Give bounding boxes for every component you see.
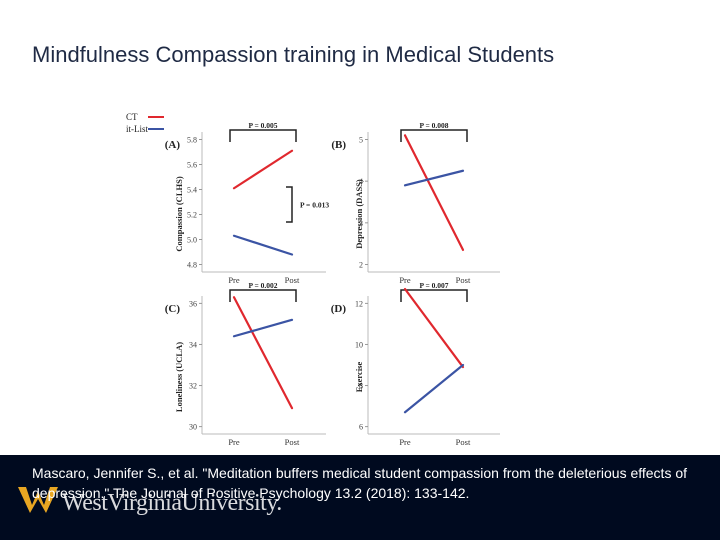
slide-title: Mindfulness Compassion training in Medic… bbox=[32, 42, 555, 67]
y-tick-label: 34 bbox=[189, 340, 197, 349]
p-value-annotation: P = 0.005 bbox=[248, 121, 277, 130]
x-tick-label: Pre bbox=[228, 437, 240, 447]
significance-bracket bbox=[229, 289, 297, 302]
x-tick-label: Post bbox=[285, 275, 300, 285]
y-tick-label: 36 bbox=[189, 299, 197, 308]
y-tick-label: 8 bbox=[359, 382, 363, 391]
y-tick-label: 32 bbox=[189, 382, 197, 391]
y-axis-label: Loneliness (UCLA) bbox=[174, 342, 184, 412]
legend-label: CT bbox=[126, 112, 138, 122]
y-tick-label: 12 bbox=[355, 299, 363, 308]
significance-bracket-between bbox=[286, 186, 293, 223]
y-axis-label: Depression (DASS) bbox=[354, 179, 364, 249]
figure-panels: CT it-List 4.8 5.0 5.2 5.4 5.6 5.8 Pre Post Compas… bbox=[118, 108, 502, 448]
p-value-annotation: P = 0.007 bbox=[419, 281, 448, 290]
y-tick-label: 5 bbox=[359, 136, 363, 145]
y-tick-label: 2 bbox=[359, 261, 363, 270]
y-tick-label: 5.2 bbox=[187, 211, 197, 220]
x-tick-label: Pre bbox=[228, 275, 240, 285]
citation-text: Mascaro, Jennifer S., et al. "Meditation… bbox=[32, 465, 688, 501]
y-tick-label: 5.0 bbox=[187, 236, 197, 245]
p-value-annotation: P = 0.013 bbox=[300, 201, 329, 210]
y-tick-label: 3 bbox=[359, 219, 363, 228]
y-axis-label: Compassion (CLHS) bbox=[174, 176, 184, 252]
y-tick-label: 4 bbox=[359, 177, 363, 186]
y-axis-label: Exercise bbox=[354, 362, 364, 393]
y-tick-label: 6 bbox=[359, 423, 363, 432]
series-line-ct bbox=[403, 287, 465, 369]
x-tick-label: Post bbox=[285, 437, 300, 447]
x-tick-label: Post bbox=[456, 437, 471, 447]
panel-label: (B) bbox=[331, 139, 346, 151]
p-value-annotation: P = 0.002 bbox=[248, 281, 277, 290]
significance-bracket bbox=[400, 129, 468, 142]
series-line-waitlist bbox=[403, 363, 465, 414]
p-value-annotation: P = 0.008 bbox=[419, 121, 448, 130]
y-tick-label: 30 bbox=[189, 423, 197, 432]
footer-band bbox=[0, 455, 720, 540]
significance-bracket bbox=[229, 129, 297, 142]
y-tick-label: 5.4 bbox=[187, 186, 197, 195]
x-tick-label: Pre bbox=[399, 275, 411, 285]
series-line-waitlist bbox=[232, 318, 294, 338]
series-line-ct bbox=[232, 296, 294, 410]
panel-label: (D) bbox=[331, 303, 347, 315]
chart-svg: CT it-List 4.8 5.0 5.2 5.4 5.6 5.8 Pre Post Compas… bbox=[126, 112, 500, 447]
wvu-logo-mark-icon bbox=[18, 487, 58, 513]
y-tick-label: 5.6 bbox=[187, 161, 197, 170]
x-tick-label: Post bbox=[456, 275, 471, 285]
series-line-waitlist bbox=[232, 234, 294, 256]
y-tick-label: 4.8 bbox=[187, 261, 197, 270]
panel-label: (A) bbox=[165, 139, 181, 151]
y-tick-label: 5.8 bbox=[187, 136, 197, 145]
panel-label: (C) bbox=[165, 303, 181, 315]
series-line-waitlist bbox=[403, 169, 465, 187]
legend-label: it-List bbox=[126, 124, 148, 134]
significance-bracket bbox=[400, 289, 468, 302]
x-tick-label: Pre bbox=[399, 437, 411, 447]
series-line-ct bbox=[232, 149, 294, 190]
wvu-logo-text: WestVirginiaUniversity. bbox=[62, 490, 282, 516]
y-tick-label: 10 bbox=[355, 340, 363, 349]
series-line-ct bbox=[403, 134, 465, 252]
